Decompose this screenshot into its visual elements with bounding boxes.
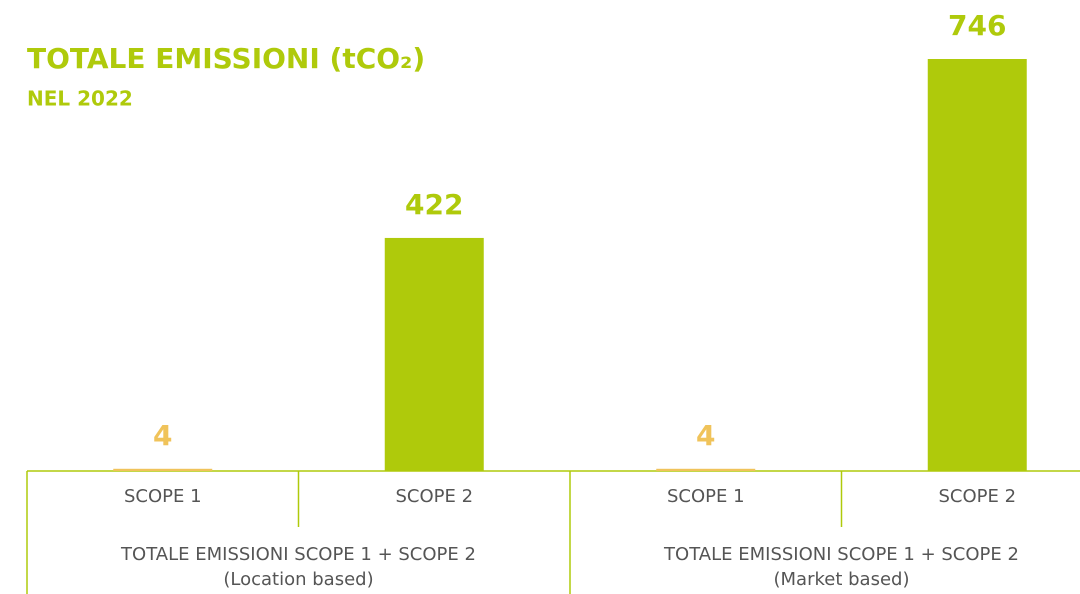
group-label: TOTALE EMISSIONI SCOPE 1 + SCOPE 2	[120, 544, 476, 565]
group-label: TOTALE EMISSIONI SCOPE 1 + SCOPE 2	[663, 544, 1019, 565]
x-tick-label: SCOPE 1	[667, 486, 745, 507]
chart-title: TOTALE EMISSIONI (tCO₂)	[27, 42, 425, 75]
x-tick-label: SCOPE 2	[938, 486, 1016, 507]
value-label: 746	[948, 9, 1006, 42]
bar	[384, 237, 484, 471]
value-label: 4	[696, 419, 715, 452]
bar	[927, 59, 1027, 471]
x-tick-label: SCOPE 1	[124, 486, 202, 507]
group-sublabel: (Market based)	[774, 569, 910, 590]
group-sublabel: (Location based)	[223, 569, 373, 590]
value-label: 422	[405, 188, 463, 221]
value-label: 4	[153, 419, 172, 452]
x-tick-label: SCOPE 2	[395, 486, 473, 507]
bar	[113, 468, 213, 471]
bar	[656, 468, 756, 471]
chart-subtitle: NEL 2022	[27, 87, 133, 111]
